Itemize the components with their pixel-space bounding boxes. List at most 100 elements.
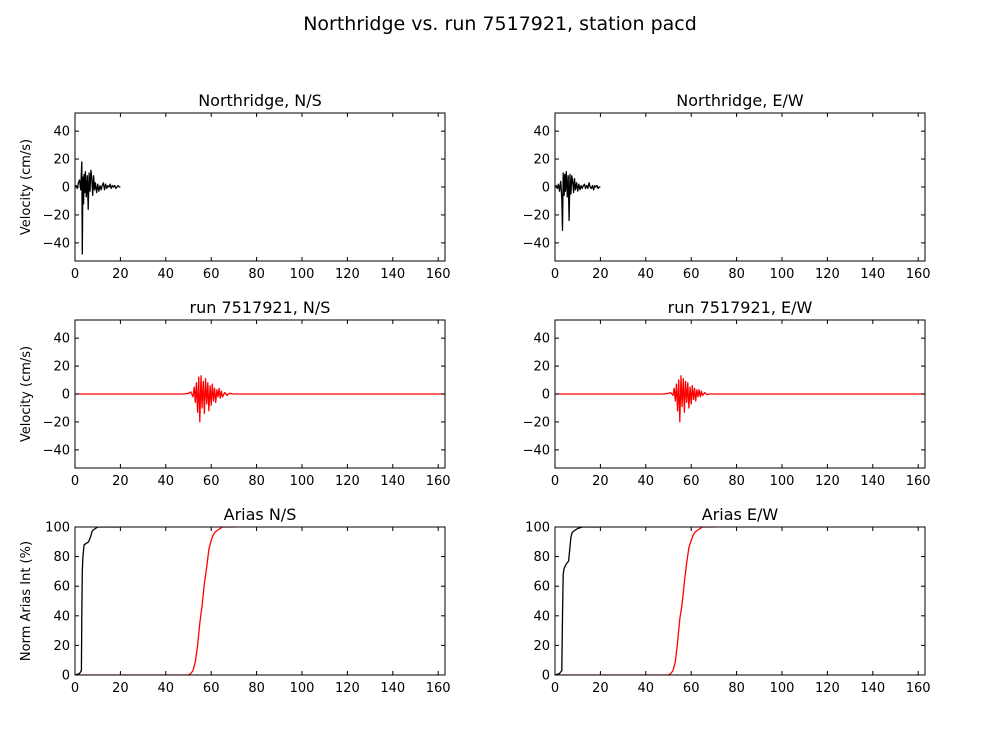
x-tick-label: 0 xyxy=(551,474,559,489)
x-tick-label: 100 xyxy=(770,474,795,489)
y-tick-label: −40 xyxy=(523,236,550,251)
x-tick-label: 0 xyxy=(71,267,79,282)
axes-frame xyxy=(74,526,446,676)
subplot-title: run 7517921, N/S xyxy=(190,298,331,317)
y-tick-label: 0 xyxy=(542,181,550,196)
subplot-title: Northridge, E/W xyxy=(676,91,804,110)
x-tick-label: 160 xyxy=(906,474,931,489)
x-tick-label: 120 xyxy=(335,267,360,282)
x-tick-label: 0 xyxy=(551,681,559,696)
x-tick-label: 120 xyxy=(335,474,360,489)
y-tick-label: 0 xyxy=(62,388,70,403)
x-tick-label: 0 xyxy=(71,681,79,696)
x-tick-label: 120 xyxy=(815,681,840,696)
y-tick-label: −20 xyxy=(523,415,550,430)
x-tick-label: 40 xyxy=(638,681,655,696)
x-tick-label: 80 xyxy=(248,474,265,489)
y-tick-label: 20 xyxy=(533,153,550,168)
x-tick-label: 20 xyxy=(112,267,129,282)
x-tick-label: 120 xyxy=(815,474,840,489)
series-line-1 xyxy=(555,375,925,423)
subplot-title: Arias N/S xyxy=(224,505,297,524)
x-tick-label: 140 xyxy=(860,474,885,489)
y-tick-label: −40 xyxy=(43,236,70,251)
x-tick-label: 140 xyxy=(380,681,405,696)
y-tick-label: 20 xyxy=(533,360,550,375)
y-tick-label: 20 xyxy=(53,153,70,168)
y-axis-label: Velocity (cm/s) xyxy=(19,346,34,442)
y-tick-label: 0 xyxy=(542,669,550,684)
x-tick-label: 160 xyxy=(906,267,931,282)
series-line-1 xyxy=(75,161,121,255)
x-tick-label: 80 xyxy=(248,267,265,282)
x-tick-label: 20 xyxy=(592,474,609,489)
y-axis-label: Velocity (cm/s) xyxy=(19,139,34,235)
y-tick-label: −20 xyxy=(43,208,70,223)
y-tick-label: 0 xyxy=(62,181,70,196)
x-tick-label: 60 xyxy=(203,267,220,282)
x-tick-label: 0 xyxy=(551,267,559,282)
series-line-1 xyxy=(555,170,601,231)
y-tick-label: 0 xyxy=(542,388,550,403)
y-tick-label: 20 xyxy=(533,639,550,654)
x-tick-label: 60 xyxy=(683,474,700,489)
subplot-2: 0 20 40 60 80 100 120 140 160 −40 −20 0 20 40 Northrid… xyxy=(523,91,931,282)
x-tick-label: 40 xyxy=(638,267,655,282)
series-line-2 xyxy=(75,527,234,675)
x-tick-label: 120 xyxy=(815,267,840,282)
subplot-6: 0 20 40 60 80 100 120 140 160 0 20 40 60 80 100 Arias E… xyxy=(525,505,930,696)
y-tick-label: −40 xyxy=(43,443,70,458)
subplot-title: run 7517921, E/W xyxy=(668,298,813,317)
x-tick-label: 80 xyxy=(728,681,745,696)
x-tick-label: 140 xyxy=(860,681,885,696)
y-tick-label: 40 xyxy=(53,609,70,624)
series-line-1 xyxy=(75,527,121,675)
x-tick-label: 20 xyxy=(592,267,609,282)
subplot-5: 0 20 40 60 80 100 120 140 160 0 20 40 60 80 100 Arias N… xyxy=(19,505,451,696)
y-tick-label: −40 xyxy=(523,443,550,458)
y-tick-label: 40 xyxy=(53,332,70,347)
y-tick-label: 60 xyxy=(533,580,550,595)
x-tick-label: 40 xyxy=(158,681,175,696)
x-tick-label: 100 xyxy=(770,681,795,696)
y-tick-label: 100 xyxy=(45,521,70,536)
y-tick-label: 40 xyxy=(53,125,70,140)
y-tick-label: 0 xyxy=(62,669,70,684)
y-tick-label: 60 xyxy=(53,580,70,595)
x-tick-label: 40 xyxy=(158,267,175,282)
y-tick-label: −20 xyxy=(43,415,70,430)
x-tick-label: 140 xyxy=(860,267,885,282)
subplot-4: 0 20 40 60 80 100 120 140 160 −40 −20 0 20 40 run 7517… xyxy=(523,298,931,489)
subplot-grid: 0 20 40 60 80 100 120 140 160 −40 −20 0 20 40 Northrid… xyxy=(19,91,931,696)
y-tick-label: 20 xyxy=(53,360,70,375)
x-tick-label: 100 xyxy=(290,267,315,282)
x-tick-label: 80 xyxy=(728,267,745,282)
series-line-2 xyxy=(555,527,714,675)
figure-title: Northridge vs. run 7517921, station pacd xyxy=(303,13,697,35)
x-tick-label: 40 xyxy=(158,474,175,489)
y-axis-label: Norm Arias Int (%) xyxy=(19,541,34,661)
x-tick-label: 160 xyxy=(906,681,931,696)
y-tick-label: 80 xyxy=(533,550,550,565)
y-tick-label: 40 xyxy=(533,125,550,140)
x-tick-label: 20 xyxy=(112,474,129,489)
subplot-title: Northridge, N/S xyxy=(198,91,322,110)
x-tick-label: 60 xyxy=(203,474,220,489)
x-tick-label: 60 xyxy=(683,267,700,282)
subplot-3: 0 20 40 60 80 100 120 140 160 −40 −20 0 20 40 run 7517… xyxy=(19,298,451,489)
y-tick-label: 40 xyxy=(533,609,550,624)
subplot-1: 0 20 40 60 80 100 120 140 160 −40 −20 0 20 40 Northrid… xyxy=(19,91,451,282)
axes-frame xyxy=(554,526,926,676)
x-tick-label: 60 xyxy=(683,681,700,696)
x-tick-label: 100 xyxy=(770,267,795,282)
y-tick-label: −20 xyxy=(523,208,550,223)
x-tick-label: 20 xyxy=(112,681,129,696)
x-tick-label: 140 xyxy=(380,267,405,282)
x-tick-label: 120 xyxy=(335,681,360,696)
x-tick-label: 80 xyxy=(728,474,745,489)
x-tick-label: 100 xyxy=(290,681,315,696)
x-tick-label: 160 xyxy=(426,267,451,282)
x-tick-label: 60 xyxy=(203,681,220,696)
